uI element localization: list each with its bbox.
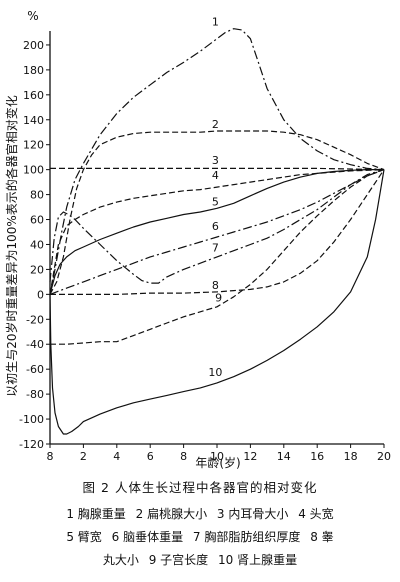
legend-item: 丸大小 <box>102 553 139 567</box>
x-tick-label: 18 <box>344 450 358 463</box>
series-line-5 <box>49 169 384 295</box>
series-line-2 <box>49 130 385 295</box>
y-tick-label: 60 <box>30 214 44 227</box>
x-tick-label: 8 <box>180 450 187 463</box>
x-tick-label: 6 <box>147 450 154 463</box>
series-line-1 <box>49 28 385 295</box>
series-line-3 <box>50 167 385 171</box>
legend-item: 8 睾 <box>310 530 334 544</box>
series-line-9 <box>50 169 385 345</box>
x-tick-label: 14 <box>277 450 291 463</box>
chart-ticks: -120 -100 -80 -60 -40 -20 0 20 40 60 80 100 120 140 16… <box>19 39 391 463</box>
x-axis-label: 年龄(岁) <box>195 455 240 470</box>
legend-line-2: 5 臂宽 6 脑垂体重量 7 胸部脂肪组织厚度 8 睾 <box>0 527 400 547</box>
series-label-2: 2 <box>212 118 219 131</box>
legend-line-1: 1 胸腺重量 2 扁桃腺大小 3 内耳骨大小 4 头宽 <box>0 504 400 524</box>
y-tick-label: 180 <box>23 64 44 77</box>
x-tick-label: 20 <box>377 450 391 463</box>
y-tick-label: -40 <box>26 338 44 351</box>
legend-line-3: 丸大小 9 子宫长度 10 肾上腺重量 <box>0 550 400 570</box>
legend-item: 3 内耳骨大小 <box>216 507 289 521</box>
y-tick-label: 160 <box>23 89 44 102</box>
y-tick-label: -120 <box>19 438 44 451</box>
legend-item: 6 脑垂体重量 <box>111 530 184 544</box>
series-line-7 <box>49 169 385 284</box>
y-tick-label: -60 <box>26 363 44 376</box>
chart: -120-100-80-60-40-2002040608010012014016… <box>4 9 391 470</box>
series-label-8: 8 <box>212 279 219 292</box>
series-line-8 <box>50 169 385 295</box>
y-tick-label: -100 <box>19 413 44 426</box>
x-tick-label: 12 <box>243 450 257 463</box>
series-label-5: 5 <box>212 195 219 208</box>
legend-item: 5 臂宽 <box>66 530 102 544</box>
series-label-1: 1 <box>212 16 219 29</box>
y-tick-label: -20 <box>26 313 44 326</box>
legend-item: 10 肾上腺重量 <box>218 553 298 567</box>
legend-item: 2 扁桃腺大小 <box>135 507 208 521</box>
series-label-9: 9 <box>215 291 222 304</box>
series-line-10 <box>49 169 385 435</box>
chart-series <box>49 28 385 435</box>
y-tick-label: -80 <box>26 388 44 401</box>
y-tick-label: 140 <box>23 114 44 127</box>
x-tick-label: 2 <box>80 450 87 463</box>
y-tick-label: 100 <box>23 164 44 177</box>
y-tick-label: 20 <box>30 263 44 276</box>
series-label-6: 6 <box>212 220 219 233</box>
series-line-6 <box>49 169 385 295</box>
y-tick-label: 200 <box>23 39 44 52</box>
x-tick-label: 10 <box>210 450 224 463</box>
figure-caption-title: 图 2 人体生长过程中各器官的相对变化 <box>82 480 318 495</box>
y-axis-unit: % <box>27 9 38 23</box>
y-tick-label: 0 <box>37 288 44 301</box>
chart-series-labels: 1 2 3 4 5 6 7 89 10 <box>208 16 222 379</box>
y-tick-label: 40 <box>30 238 44 251</box>
legend-item: 7 胸部脂肪组织厚度 <box>192 530 301 544</box>
y-axis-label: 以初生与20岁时重量差异为100%表示的各器官相对变化 <box>4 95 19 397</box>
legend-item: 4 头宽 <box>298 507 334 521</box>
series-label-4: 4 <box>212 169 219 182</box>
series-label-10: 10 <box>208 366 222 379</box>
legend-item: 9 子宫长度 <box>148 553 209 567</box>
y-tick-label: 80 <box>30 189 44 202</box>
x-tick-label: 8 <box>47 450 54 463</box>
x-tick-label: 4 <box>113 450 120 463</box>
series-label-3: 3 <box>212 154 219 167</box>
legend-item: 1 胸腺重量 <box>66 507 126 521</box>
x-tick-label: 16 <box>310 450 324 463</box>
y-tick-label: 120 <box>23 139 44 152</box>
series-label-7: 7 <box>212 241 219 254</box>
